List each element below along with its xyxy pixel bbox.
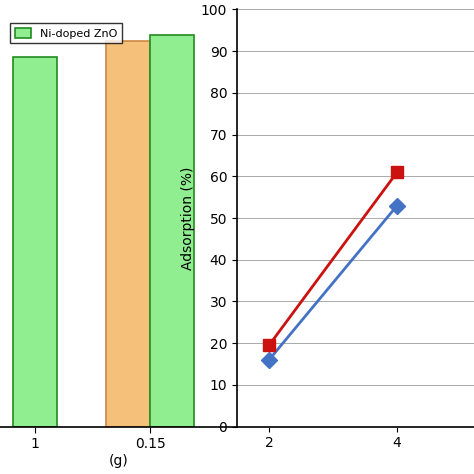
- Bar: [150, 35, 194, 427]
- Y-axis label: Adsorption (%): Adsorption (%): [182, 166, 195, 270]
- Gelatin-g-poly: [394, 203, 400, 209]
- Legend: Ni-doped ZnO: Ni-doped ZnO: [10, 23, 122, 43]
- Gelatin-g-poly: [266, 357, 272, 363]
- Line: Gelatin-g-poly: Gelatin-g-poly: [264, 200, 403, 365]
- Line: Gelatin-g-poly: Gelatin-g-poly: [264, 166, 403, 351]
- Gelatin-g-poly: [266, 342, 272, 348]
- Bar: [13, 57, 57, 427]
- X-axis label: (g): (g): [109, 454, 128, 468]
- Gelatin-g-poly: [394, 169, 400, 175]
- Bar: [106, 41, 150, 427]
